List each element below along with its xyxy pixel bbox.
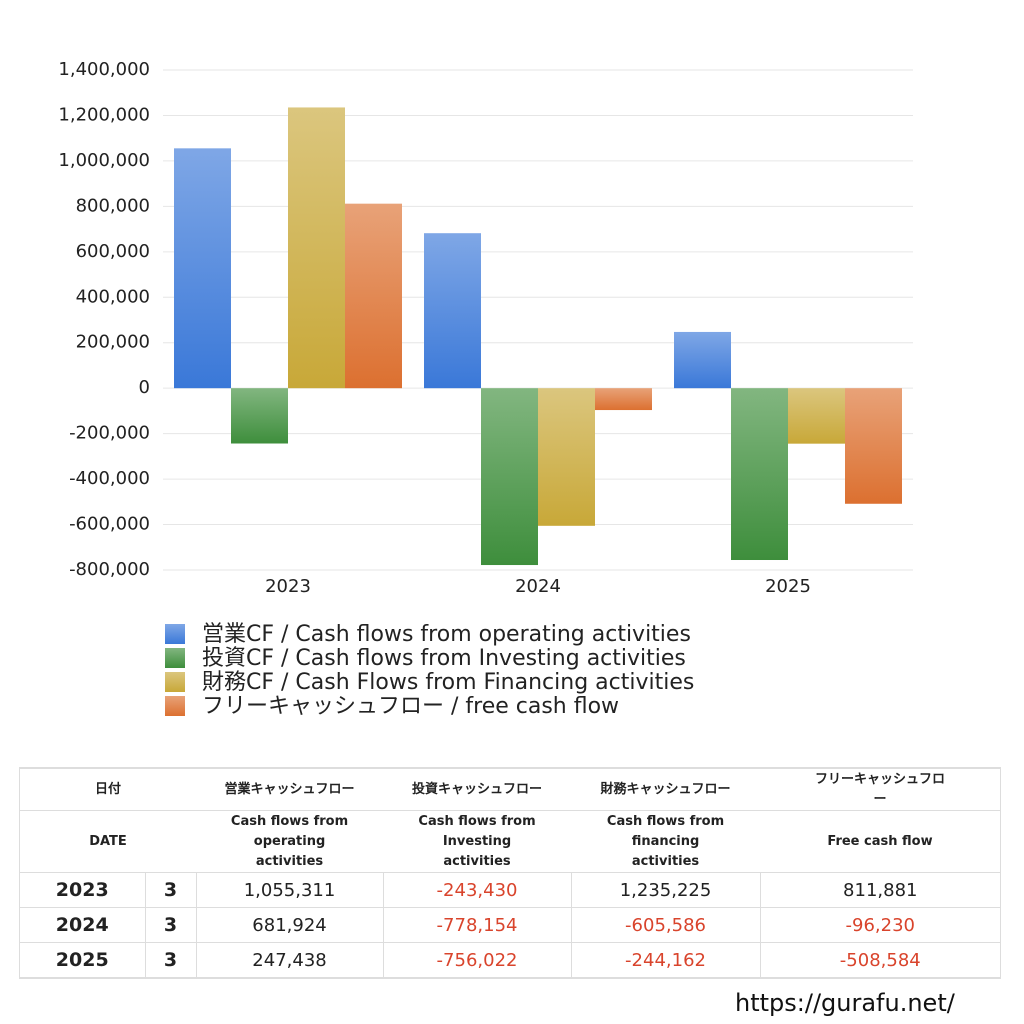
- bar: [674, 331, 731, 389]
- bar: [424, 233, 481, 389]
- header-cell-text: DATE: [89, 833, 127, 849]
- bar: [288, 107, 345, 389]
- table-cell: -778,154: [382, 907, 572, 943]
- table-cell: -605,586: [570, 907, 761, 943]
- legend-label: 財務CF / Cash Flows from Financing activit…: [202, 670, 694, 695]
- bar: [538, 388, 595, 526]
- header-cell: DATE: [20, 810, 197, 873]
- header-cell-text: 投資キャッシュフロー: [412, 781, 543, 797]
- y-tick-label: -800,000: [69, 559, 150, 580]
- legend-label: 投資CF / Cash flows from Investing activit…: [202, 646, 686, 671]
- y-tick-label: 400,000: [76, 286, 150, 307]
- header-cell-text: Free cash flow: [827, 833, 933, 849]
- header-cell-text: 営業キャッシュフロー: [224, 781, 355, 797]
- header-cell: 営業キャッシュフロー: [196, 768, 384, 811]
- legend-swatch: [165, 624, 185, 644]
- chart: -800,000 -600,000 -400,000 -200,000 0 200,000…: [58, 59, 913, 719]
- table-cell: 2025: [20, 942, 145, 978]
- x-tick-label: 2023: [265, 576, 311, 597]
- y-tick-label: 200,000: [76, 332, 150, 353]
- header-cell-text: Cash flows from financing activities: [606, 813, 725, 869]
- y-tick-label: -200,000: [69, 423, 150, 444]
- legend-label: フリーキャッシュフロー / free cash flow: [202, 694, 619, 719]
- table-cell: 247,438: [195, 942, 384, 978]
- legend-swatch: [165, 648, 185, 668]
- legend-swatch: [165, 672, 185, 692]
- header-cell-text: 日付: [95, 781, 122, 797]
- table-cell: -508,584: [759, 942, 1001, 978]
- table-cell: 2024: [20, 907, 145, 943]
- header-cell-text: 財務キャッシュフロー: [600, 781, 731, 797]
- y-tick-label: 0: [139, 377, 150, 398]
- header-cell: 財務キャッシュフロー: [571, 768, 761, 811]
- table-cell: 3: [144, 942, 197, 978]
- header-cell: Cash flows from operating activities: [196, 810, 384, 873]
- table-cell: 3: [144, 872, 197, 908]
- table-cell: -243,430: [382, 872, 572, 908]
- header-cell: 日付: [20, 768, 197, 811]
- header-row: 日付 営業キャッシュフロー 投資キャッシュフロー 財務キャッシュフロー フリーキャッシュ…: [20, 768, 1001, 811]
- y-tick-label: -600,000: [69, 514, 150, 535]
- cash-flow-table: 日付 営業キャッシュフロー 投資キャッシュフロー 財務キャッシュフロー フリーキャッシュ…: [18, 767, 1002, 979]
- y-tick-label: -400,000: [69, 468, 150, 489]
- header-cell: 投資キャッシュフロー: [383, 768, 572, 811]
- bar: [595, 388, 652, 411]
- header-cell: Cash flows from Investing activities: [383, 810, 572, 873]
- table-cell: -96,230: [759, 907, 1001, 943]
- bar: [231, 388, 288, 444]
- table-cell: 681,924: [195, 907, 384, 943]
- header-cell: Free cash flow: [760, 810, 1001, 873]
- bar: [845, 388, 902, 504]
- x-tick-label: 2024: [515, 576, 561, 597]
- table-cell: 811,881: [759, 872, 1001, 908]
- y-tick-label: 800,000: [76, 195, 150, 216]
- table-cell: -756,022: [382, 942, 572, 978]
- table-cell: -244,162: [570, 942, 761, 978]
- data-row: 2025 3 247,438 -756,022 -244,162 -508,584: [20, 942, 1001, 978]
- y-tick-label: 1,000,000: [58, 150, 150, 171]
- legend-label: 営業CF / Cash flows from operating activit…: [202, 622, 691, 647]
- header-cell: Cash flows from financing activities: [571, 810, 761, 873]
- source-url: https://gurafu.net/: [735, 989, 955, 1017]
- bar: [345, 203, 402, 389]
- bar: [174, 148, 231, 389]
- header-cell-text: Cash flows from operating activities: [230, 813, 349, 869]
- bar: [481, 388, 538, 566]
- y-tick-label: 1,400,000: [58, 59, 150, 80]
- data-row: 2023 3 1,055,311 -243,430 1,235,225 811,881: [20, 872, 1001, 908]
- header-row: DATE Cash flows from operating activities…: [20, 810, 1001, 873]
- y-tick-label: 600,000: [76, 241, 150, 262]
- bar: [731, 388, 788, 561]
- table-cell: 1,055,311: [195, 872, 384, 908]
- table-cell: 1,235,225: [570, 872, 761, 908]
- legend-swatch: [165, 696, 185, 716]
- header-cell-text: フリーキャッシュフロー: [815, 771, 946, 807]
- header-cell: フリーキャッシュフロー: [760, 768, 1001, 811]
- bar: [788, 388, 845, 444]
- table-cell: 2023: [20, 872, 145, 908]
- table-cell: 3: [144, 907, 197, 943]
- y-tick-label: 1,200,000: [58, 104, 150, 125]
- x-tick-label: 2025: [765, 576, 811, 597]
- header-cell-text: Cash flows from Investing activities: [418, 813, 536, 869]
- data-row: 2024 3 681,924 -778,154 -605,586 -96,230: [20, 907, 1001, 943]
